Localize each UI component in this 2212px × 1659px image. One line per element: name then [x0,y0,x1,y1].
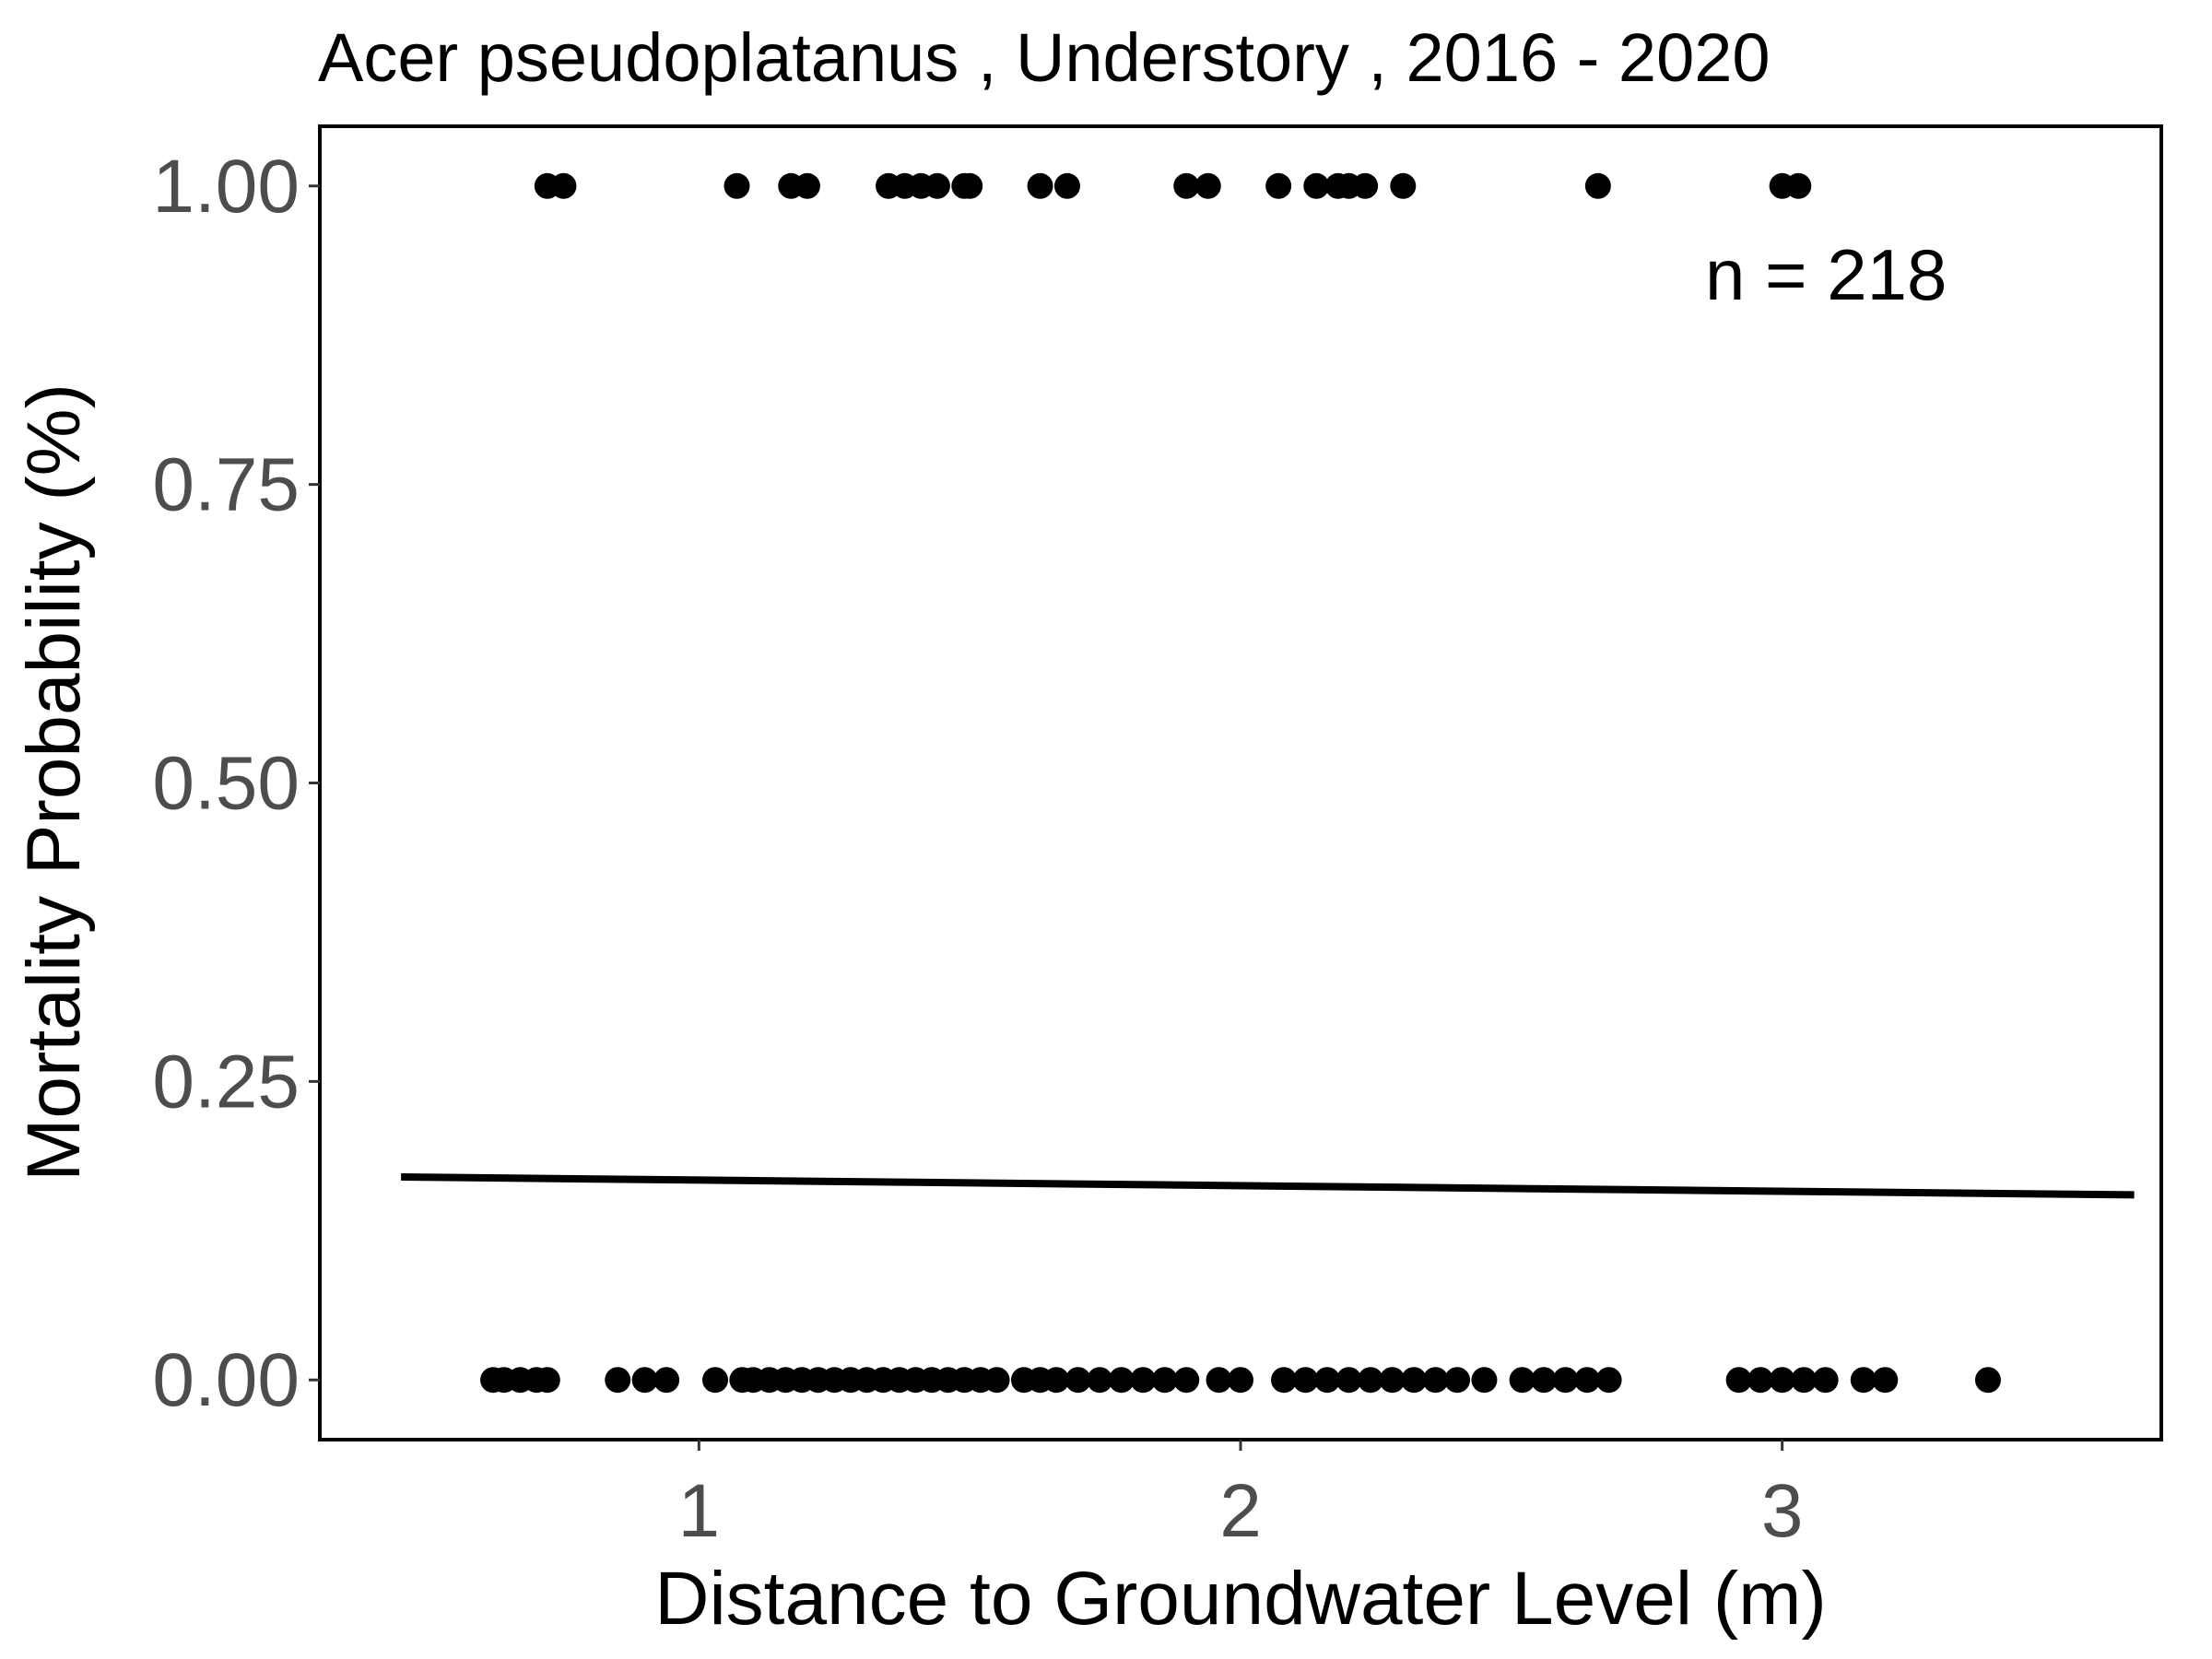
fitted-line [401,1173,2135,1199]
data-point [957,172,983,199]
data-point [1584,172,1611,199]
data-point [1228,1367,1253,1394]
y-tick-label: 1.00 [152,145,300,229]
chart-marks [401,172,2135,1394]
data-point [1725,1367,1752,1394]
data-point [1292,1367,1319,1394]
data-point [1850,1367,1877,1394]
data-point [701,1367,728,1394]
y-tick-label: 0.50 [152,742,300,826]
chart-title: Acer pseudoplatanus , Understory , 2016 … [318,19,1771,96]
data-point [1173,1367,1200,1394]
data-point [1974,1367,2001,1394]
data-point [1151,1367,1178,1394]
data-point [1769,1367,1795,1394]
data-point [1812,1367,1839,1394]
data-point [1271,1367,1298,1394]
data-point [794,172,820,199]
x-axis-title: Distance to Groundwater Level (m) [654,1557,1827,1641]
data-point [1043,1367,1070,1394]
data-point [1552,1367,1579,1394]
data-point [550,172,577,199]
annotation-n: n = 218 [1705,234,1947,315]
y-tick-label: 0.25 [152,1040,300,1124]
data-point [1872,1367,1899,1394]
data-point [924,172,950,199]
data-point [1471,1367,1498,1394]
y-axis-title: Mortality Probability (%) [12,383,96,1182]
data-point [605,1367,631,1394]
data-point [983,1367,1010,1394]
data-point [1027,172,1053,199]
data-point [1390,172,1417,199]
x-tick-label: 2 [1219,1469,1262,1553]
data-point [1574,1367,1601,1394]
data-point [1314,1367,1341,1394]
data-point [1265,172,1292,199]
data-point [1785,172,1812,199]
data-point [1747,1367,1774,1394]
x-axis: 1 2 3 [678,1440,1804,1553]
data-point [1194,172,1221,199]
data-point [1444,1367,1471,1394]
data-point [1595,1367,1622,1394]
data-point [1087,1367,1113,1394]
x-tick-label: 3 [1761,1469,1804,1553]
data-point [1335,1367,1362,1394]
data-point [534,1367,560,1394]
y-axis: 0.00 0.25 0.50 0.75 1.00 [152,145,320,1422]
data-point [1130,1367,1157,1394]
data-point [1422,1367,1449,1394]
data-point [1531,1367,1558,1394]
y-tick-label: 0.75 [152,443,300,527]
data-point [1065,1367,1091,1394]
data-point [631,1367,658,1394]
data-point [1791,1367,1818,1394]
data-point [1173,172,1200,199]
data-point [724,172,750,199]
data-point [1303,172,1330,199]
data-point [1509,1367,1535,1394]
data-point [1401,1367,1428,1394]
data-point [653,1367,680,1394]
data-point [1053,172,1080,199]
data-point [1358,1367,1384,1394]
data-point [1108,1367,1135,1394]
y-tick-label: 0.00 [152,1338,300,1422]
x-tick-label: 1 [678,1469,721,1553]
data-point [1206,1367,1232,1394]
plot-panel [318,124,2163,1441]
data-point [1379,1367,1406,1394]
data-point [1352,172,1379,199]
